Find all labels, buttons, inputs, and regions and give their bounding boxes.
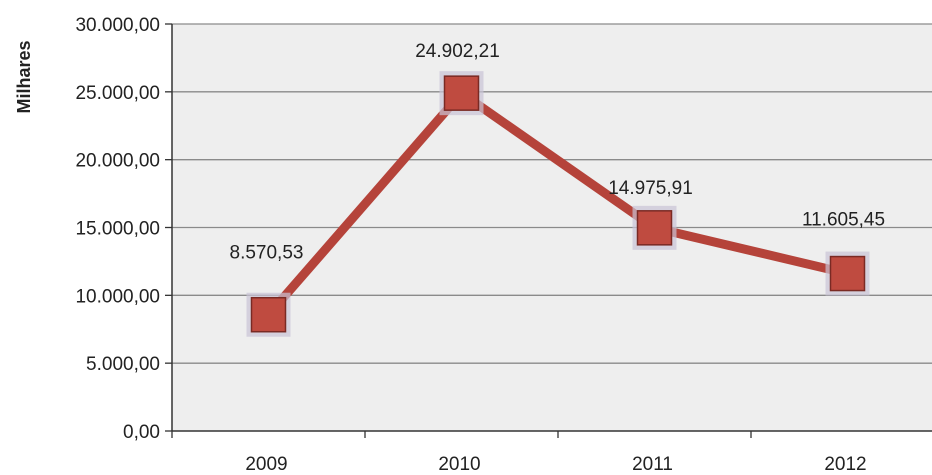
y-tick-label: 15.000,00 [75, 219, 160, 240]
y-tick-label: 0,00 [123, 422, 160, 443]
data-point-2009 [246, 292, 291, 337]
y-tick-label: 20.000,00 [75, 151, 160, 172]
y-axis-label: Milhares [14, 40, 34, 113]
data-point-2011 [632, 205, 677, 250]
marker [250, 296, 287, 333]
x-tick-label: 2012 [824, 454, 866, 475]
marker [636, 210, 673, 246]
y-tick-label: 30.000,00 [75, 15, 160, 36]
data-label: 24.902,21 [415, 41, 500, 62]
data-point-2012 [825, 251, 870, 296]
y-axis: 0,00 5.000,00 10.000,00 15.000,00 20.000,00 2… [75, 15, 173, 443]
series-polyline [265, 88, 849, 318]
x-tick-label: 2009 [245, 454, 287, 475]
marker [829, 255, 866, 292]
series-markers [246, 71, 870, 337]
series-line [265, 88, 849, 318]
x-tick-label: 2011 [632, 454, 673, 475]
y-tick-label: 10.000,00 [75, 286, 160, 307]
data-label: 14.975,91 [608, 178, 693, 199]
marker [443, 75, 480, 111]
data-label: 11.605,45 [802, 210, 885, 231]
data-point-2010 [439, 71, 484, 116]
data-label: 8.570,53 [230, 243, 304, 264]
y-tick-label: 25.000,00 [75, 83, 160, 104]
y-tick-label: 5.000,00 [86, 354, 160, 375]
x-tick-label: 2010 [438, 454, 480, 475]
data-labels: 8.570,53 24.902,21 14.975,91 11.605,45 [230, 41, 886, 264]
x-axis: 2009 2010 2011 2012 [171, 430, 932, 475]
